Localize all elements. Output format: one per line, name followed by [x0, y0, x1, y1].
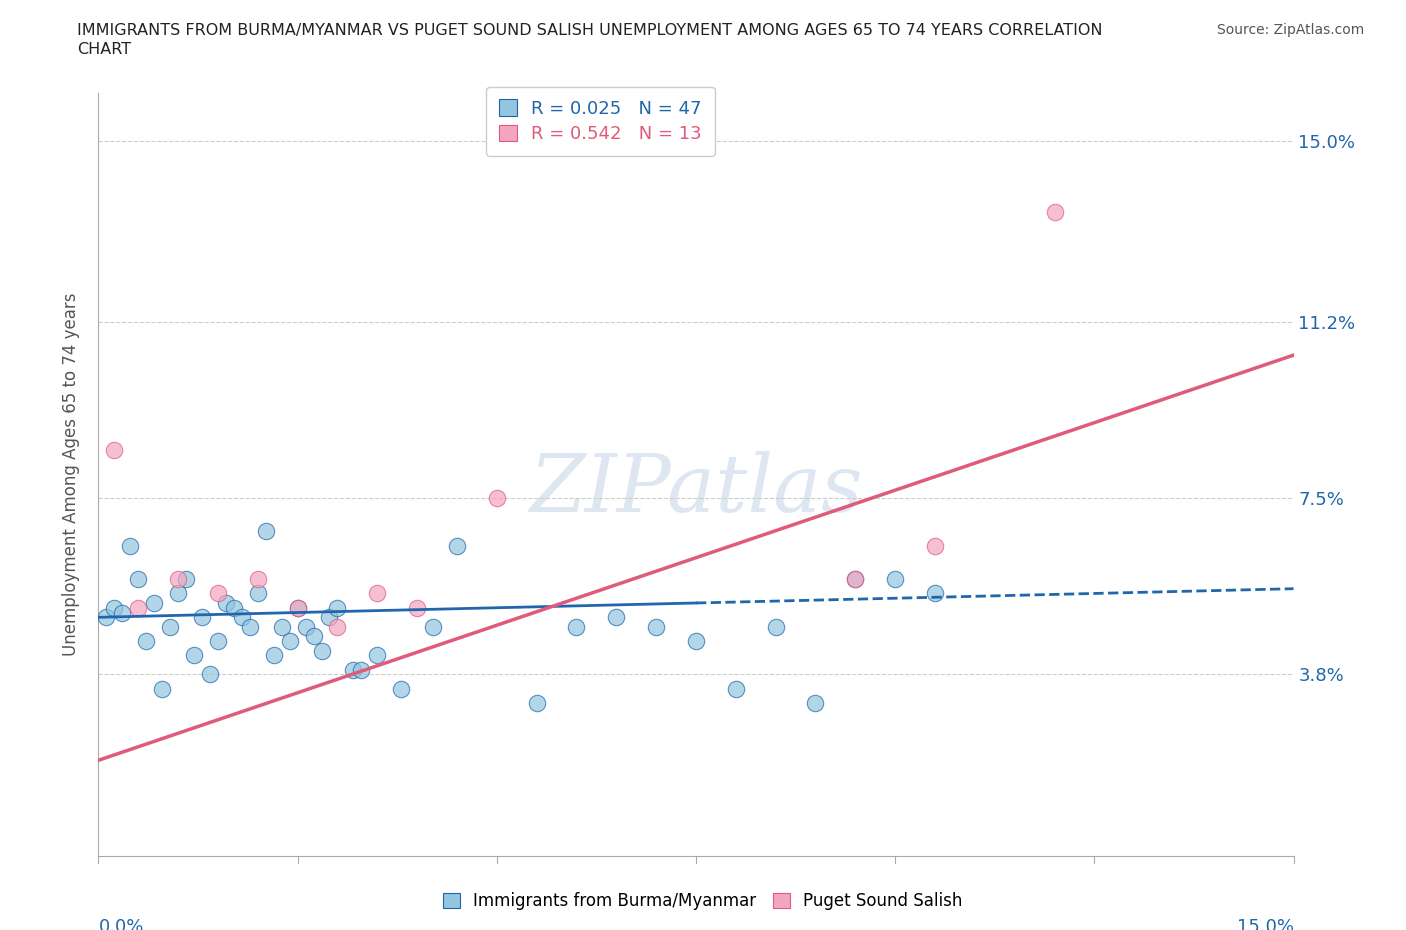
Point — [127, 601, 149, 616]
Point — [924, 538, 946, 553]
Point — [844, 572, 866, 587]
Point — [183, 648, 205, 663]
Point — [96, 610, 118, 625]
Point — [270, 619, 292, 634]
Text: IMMIGRANTS FROM BURMA/MYANMAR VS PUGET SOUND SALISH UNEMPLOYMENT AMONG AGES 65 T: IMMIGRANTS FROM BURMA/MYANMAR VS PUGET S… — [77, 23, 1102, 38]
Point — [565, 619, 588, 634]
Point — [342, 662, 364, 677]
Point — [191, 610, 214, 625]
Point — [526, 696, 548, 711]
Point — [159, 619, 181, 634]
Point — [1043, 205, 1066, 219]
Point — [287, 601, 309, 616]
Point — [215, 595, 238, 610]
Point — [326, 601, 349, 616]
Point — [231, 610, 253, 625]
Point — [724, 682, 747, 697]
Point — [366, 586, 388, 601]
Point — [254, 525, 277, 539]
Point — [198, 667, 221, 682]
Point — [844, 572, 866, 587]
Point — [167, 586, 190, 601]
Text: ZIPatlas: ZIPatlas — [529, 451, 863, 528]
Text: 0.0%: 0.0% — [98, 918, 143, 930]
Point — [645, 619, 668, 634]
Point — [318, 610, 340, 625]
Point — [366, 648, 388, 663]
Point — [884, 572, 907, 587]
Point — [302, 629, 325, 644]
Text: Source: ZipAtlas.com: Source: ZipAtlas.com — [1216, 23, 1364, 37]
Legend: Immigrants from Burma/Myanmar, Puget Sound Salish: Immigrants from Burma/Myanmar, Puget Sou… — [437, 885, 969, 917]
Point — [222, 601, 245, 616]
Legend: R = 0.025   N = 47, R = 0.542   N = 13: R = 0.025 N = 47, R = 0.542 N = 13 — [486, 86, 714, 156]
Point — [804, 696, 827, 711]
Point — [350, 662, 373, 677]
Point — [287, 601, 309, 616]
Y-axis label: Unemployment Among Ages 65 to 74 years: Unemployment Among Ages 65 to 74 years — [62, 293, 80, 656]
Point — [311, 644, 333, 658]
Point — [103, 601, 125, 616]
Point — [765, 619, 787, 634]
Point — [207, 586, 229, 601]
Point — [685, 633, 707, 648]
Point — [406, 601, 429, 616]
Point — [207, 633, 229, 648]
Point — [135, 633, 157, 648]
Text: CHART: CHART — [77, 42, 131, 57]
Point — [174, 572, 197, 587]
Point — [389, 682, 412, 697]
Point — [127, 572, 149, 587]
Point — [246, 586, 269, 601]
Point — [239, 619, 262, 634]
Point — [605, 610, 627, 625]
Point — [485, 491, 508, 506]
Point — [326, 619, 349, 634]
Point — [246, 572, 269, 587]
Point — [294, 619, 316, 634]
Point — [924, 586, 946, 601]
Point — [446, 538, 468, 553]
Point — [263, 648, 285, 663]
Point — [150, 682, 173, 697]
Text: 15.0%: 15.0% — [1236, 918, 1294, 930]
Point — [120, 538, 142, 553]
Point — [143, 595, 166, 610]
Point — [167, 572, 190, 587]
Point — [111, 605, 134, 620]
Point — [103, 443, 125, 458]
Point — [422, 619, 444, 634]
Point — [278, 633, 301, 648]
